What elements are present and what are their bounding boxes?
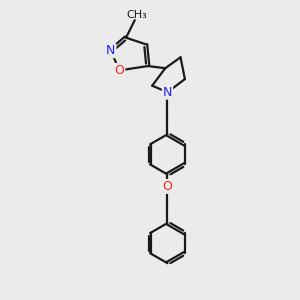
Text: CH₃: CH₃: [127, 10, 147, 20]
Text: N: N: [106, 44, 116, 57]
Text: O: O: [163, 180, 172, 193]
Text: N: N: [163, 86, 172, 99]
Text: O: O: [115, 64, 124, 77]
